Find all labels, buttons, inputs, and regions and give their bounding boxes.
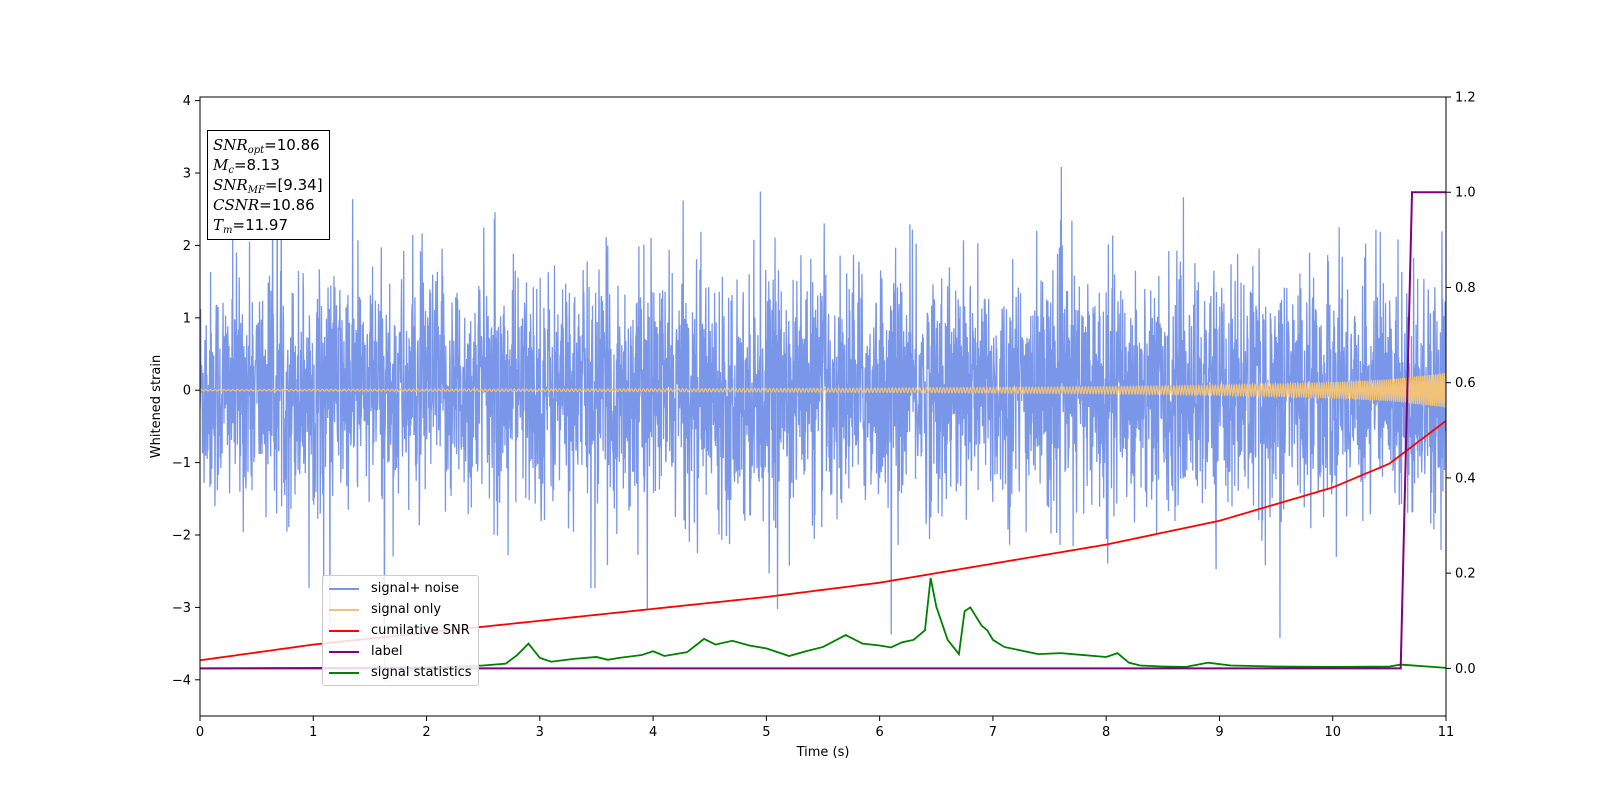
x-tick-label: 9 — [1215, 725, 1223, 740]
y-right-tick-label: 0.6 — [1455, 376, 1476, 391]
y-left-tick-label: −3 — [172, 601, 191, 616]
series-signal-only — [200, 371, 1446, 409]
legend-swatch — [329, 587, 359, 590]
y-axis-right: 0.0 0.2 0.4 0.6 0.8 1.0 1.2 — [1446, 91, 1476, 677]
y-right-tick-label: 0.0 — [1455, 662, 1476, 677]
legend-swatch — [329, 671, 359, 674]
x-tick-label: 0 — [196, 725, 204, 740]
plot-frame — [199, 96, 1447, 717]
legend-item: cumilative SNR — [329, 620, 472, 641]
legend-label: label — [371, 644, 403, 659]
y-left-tick-label: 1 — [183, 311, 191, 326]
x-tick-label: 10 — [1324, 725, 1341, 740]
y-left-tick-label: −4 — [172, 673, 191, 688]
legend-label: cumilative SNR — [371, 623, 470, 638]
x-tick-label: 6 — [875, 725, 883, 740]
legend-swatch — [329, 608, 359, 611]
x-axis: 0 1 2 3 4 5 6 7 8 9 10 11 — [196, 716, 1454, 740]
info-snr-mf: SNRMF=[9.34] — [213, 176, 323, 196]
legend-label: signal only — [371, 602, 442, 617]
y-left-tick-label: 4 — [183, 94, 191, 109]
info-mc: Mc=8.13 — [213, 156, 280, 176]
x-tick-label: 5 — [762, 725, 770, 740]
info-tm: Tm=11.97 — [213, 216, 289, 236]
y-right-tick-label: 0.2 — [1455, 567, 1476, 582]
y-left-tick-label: 3 — [183, 167, 191, 182]
legend-swatch — [329, 629, 359, 632]
y-left-tick-label: −2 — [172, 529, 191, 544]
series-signal-statistics — [200, 577, 1446, 670]
y-axis-left: −4 −3 −2 −1 0 1 2 3 4 — [172, 94, 200, 688]
x-tick-label: 2 — [422, 725, 430, 740]
x-tick-label: 1 — [309, 725, 317, 740]
info-csnr: CSNR=10.86 — [213, 196, 315, 214]
legend-label: signal statistics — [371, 665, 472, 680]
x-tick-label: 4 — [649, 725, 657, 740]
x-tick-label: 11 — [1438, 725, 1455, 740]
x-tick-label: 7 — [989, 725, 997, 740]
legend-item: signal only — [329, 599, 472, 620]
legend-item: signal statistics — [329, 662, 472, 683]
y-left-tick-label: −1 — [172, 456, 191, 471]
x-tick-label: 8 — [1102, 725, 1110, 740]
info-box: SNRopt=10.86 Mc=8.13 SNRMF=[9.34] CSNR=1… — [207, 130, 330, 240]
y-axis-label: Whitened strain — [149, 355, 164, 458]
y-left-tick-label: 0 — [183, 384, 191, 399]
y-right-tick-label: 0.4 — [1455, 471, 1476, 486]
legend: signal+ noise signal only cumilative SNR… — [322, 575, 479, 686]
series-signal-noise — [200, 167, 1446, 682]
info-snr-opt: SNRopt=10.86 — [213, 136, 320, 156]
legend-item: label — [329, 641, 472, 662]
legend-item: signal+ noise — [329, 578, 472, 599]
y-left-tick-label: 2 — [183, 239, 191, 254]
legend-label: signal+ noise — [371, 581, 460, 596]
y-right-tick-label: 1.0 — [1455, 186, 1476, 201]
series-label — [200, 191, 1446, 670]
y-right-tick-label: 0.8 — [1455, 281, 1476, 296]
x-tick-label: 3 — [536, 725, 544, 740]
y-right-tick-label: 1.2 — [1455, 91, 1476, 106]
x-axis-label: Time (s) — [796, 745, 850, 760]
legend-swatch — [329, 650, 359, 653]
